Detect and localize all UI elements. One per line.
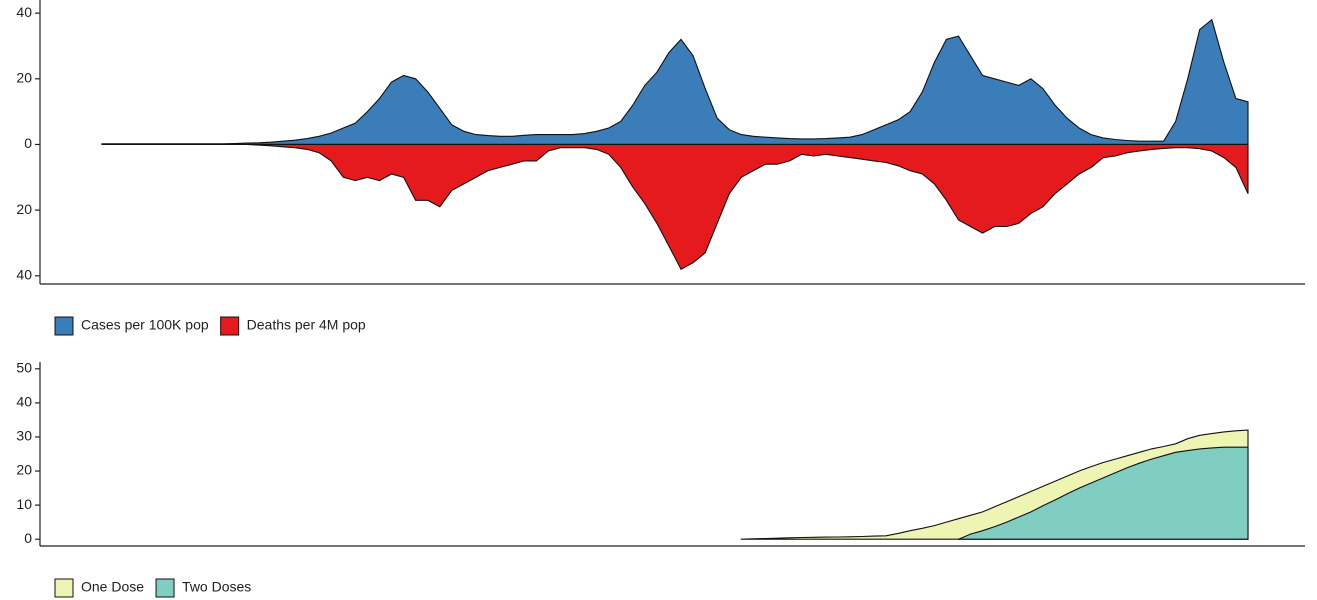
- legend-swatch: [54, 316, 74, 336]
- y-tick-label: 30: [16, 428, 32, 444]
- y-tick-label: 10: [16, 496, 32, 512]
- legend-label: One Dose: [81, 579, 144, 595]
- y-tick-label: 40: [16, 394, 32, 410]
- legend-label: Deaths per 4M pop: [247, 317, 366, 333]
- area: [101, 18, 1249, 146]
- y-tick-label: 50: [16, 360, 32, 376]
- y-tick-label: 0: [24, 135, 32, 151]
- y-tick-label: 20: [16, 70, 32, 86]
- y-tick-label: 20: [16, 201, 32, 217]
- legend-label: Cases per 100K pop: [81, 317, 209, 333]
- y-tick-label: 40: [16, 4, 32, 20]
- y-tick-label: 0: [24, 530, 32, 546]
- legend-swatch: [54, 578, 74, 598]
- legend-label: Two Doses: [182, 579, 251, 595]
- y-tick-label: 20: [16, 462, 32, 478]
- legend-swatch: [155, 578, 175, 598]
- y-tick-label: 40: [16, 266, 32, 282]
- area: [957, 446, 1249, 541]
- legend-swatch: [220, 316, 240, 336]
- area: [101, 143, 1249, 270]
